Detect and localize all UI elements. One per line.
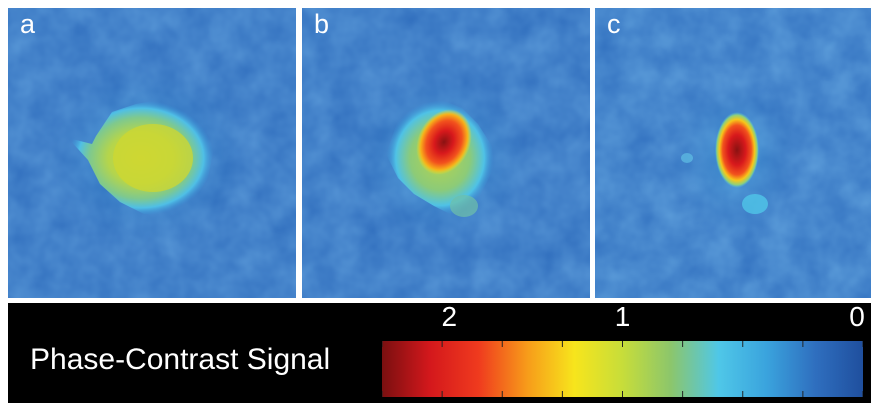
panel-label-a: a — [20, 9, 36, 39]
heatmap-image-a — [8, 8, 296, 298]
colorbar-title: Phase-Contrast Signal — [30, 343, 331, 376]
colorbar — [382, 341, 863, 397]
image-panel-a: a — [8, 8, 296, 298]
colorbar-tick-label: 1 — [614, 301, 631, 332]
image-panel-b: b — [302, 8, 590, 298]
colorbar-strip: Phase-Contrast Signal 2 1 0 — [8, 301, 871, 403]
heatmap-image-c — [595, 8, 871, 298]
panel-label-c: c — [607, 9, 621, 39]
heatmap-image-b — [302, 8, 590, 298]
colorbar-tick-label: 0 — [849, 301, 865, 332]
colorbar-tick-label: 2 — [441, 301, 458, 332]
image-panel-c: c — [595, 8, 871, 298]
panel-label-b: b — [314, 9, 330, 39]
colorbar-gradient — [382, 341, 863, 397]
